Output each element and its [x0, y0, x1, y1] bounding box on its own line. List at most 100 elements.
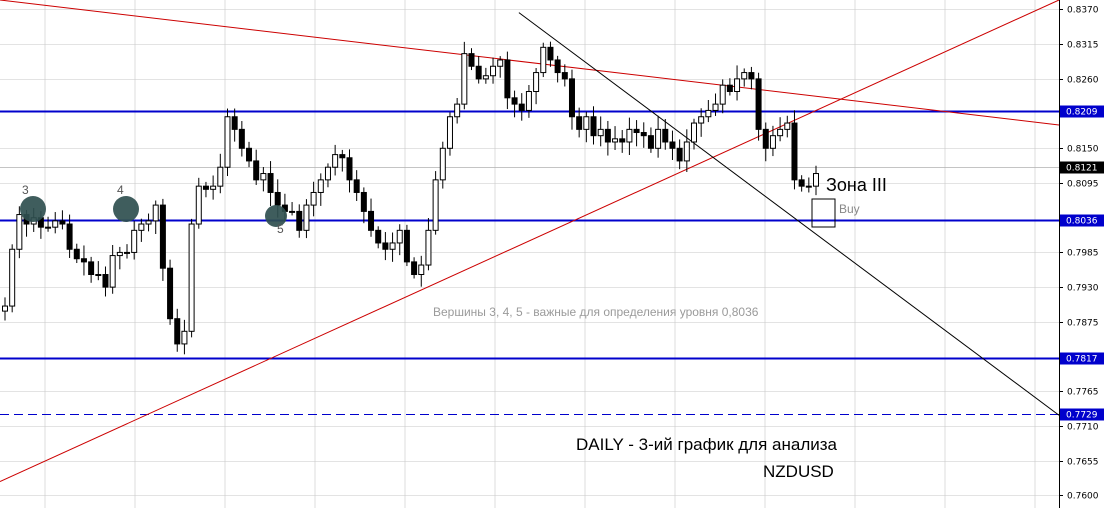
candle-body	[332, 154, 339, 168]
current-price-tag	[1060, 161, 1104, 174]
axis-tick-label: 0.8315	[1067, 41, 1099, 51]
candle-body	[59, 220, 66, 225]
peak-4-marker	[113, 196, 139, 222]
candle-body	[805, 185, 812, 188]
price-axis: 0.8370 0.8315 0.8260 0.8150 0.8095 0.7985 0.79…	[1059, 6, 1099, 502]
candle-body	[274, 191, 281, 206]
candle-body	[633, 128, 640, 134]
axis-tick-label: 0.7985	[1067, 249, 1099, 259]
candle-body	[231, 116, 238, 130]
candle-body	[475, 65, 482, 80]
candle-body	[210, 185, 217, 190]
candle-body	[425, 229, 432, 266]
current-price-text: 0.8121	[1066, 164, 1098, 174]
axis-tick-label: 0.7655	[1067, 458, 1099, 468]
candle-body	[95, 274, 102, 277]
candle-body	[568, 78, 575, 118]
candle-body	[324, 166, 331, 181]
candle-body	[525, 91, 532, 111]
candle-body	[698, 116, 705, 124]
candle-body	[159, 204, 166, 269]
candle-body	[2, 305, 8, 312]
candle-body	[403, 229, 410, 263]
levels-note: Вершины 3, 4, 5 - важные для определения…	[433, 305, 759, 319]
candle-body	[109, 255, 116, 288]
grid	[0, 0, 1059, 508]
candle-body	[640, 132, 647, 137]
candle-body	[533, 72, 540, 93]
candle-body	[597, 128, 604, 137]
candle-body	[88, 261, 95, 276]
candle-body	[45, 226, 52, 229]
candle-body	[167, 267, 174, 320]
candle-body	[152, 204, 159, 222]
candle-body	[784, 122, 791, 130]
level-tag-text: 0.7729	[1066, 411, 1098, 421]
candle-body	[138, 223, 145, 231]
candle-body	[547, 46, 554, 61]
price-axis-tags: 0.8209 0.8036 0.7817 0.7729 0.8121	[1060, 105, 1104, 421]
axis-tick-label: 0.7930	[1067, 284, 1099, 294]
candle-body	[131, 229, 138, 253]
candle-body	[102, 274, 109, 288]
candle-body	[73, 248, 80, 260]
candle-body	[267, 173, 274, 193]
candle-body	[389, 242, 396, 250]
axis-tick-label: 0.7875	[1067, 319, 1099, 329]
axis-tick-label: 0.8095	[1067, 180, 1099, 190]
candle-body	[16, 214, 23, 250]
trendline-descending-black	[518, 12, 1060, 416]
candle-body	[454, 103, 461, 118]
candle-body	[224, 116, 231, 168]
candle-body	[360, 191, 367, 212]
level-tag-0.7817	[1060, 352, 1104, 365]
candle-body	[777, 128, 784, 137]
peak-4-label: 4	[117, 183, 124, 197]
candle-body	[518, 103, 525, 111]
trendline-descending-red	[0, 0, 1060, 126]
candle-body	[719, 84, 726, 105]
candle-body	[482, 75, 489, 80]
candle-body	[676, 147, 683, 162]
candle-body	[755, 78, 762, 130]
candle-body	[238, 128, 245, 149]
candle-body	[576, 116, 583, 130]
candle-body	[382, 242, 389, 250]
candle-body	[583, 116, 590, 130]
candle-body	[80, 258, 87, 263]
axis-tick-label: 0.8150	[1067, 145, 1099, 155]
candle-body	[619, 138, 626, 143]
zone-label: Зона III	[826, 175, 887, 195]
candle-body	[246, 147, 253, 162]
candle-body	[762, 128, 769, 149]
candle-body	[468, 53, 475, 67]
trendline-ascending-red	[0, 0, 1060, 482]
candle-body	[497, 59, 504, 67]
peak-5-label: 5	[277, 222, 284, 236]
symbol-label: NZDUSD	[763, 462, 834, 481]
level-tag-0.8209	[1060, 105, 1104, 118]
level-tag-text: 0.7817	[1066, 355, 1098, 365]
candle-body	[813, 173, 819, 187]
candle-body	[791, 122, 798, 181]
candle-body	[446, 116, 453, 149]
candle-body	[769, 135, 776, 149]
candle-body	[540, 46, 547, 74]
level-tag-0.7729	[1060, 408, 1104, 421]
candle-body	[296, 210, 303, 231]
candle-body	[289, 210, 296, 213]
peak-5-marker	[265, 205, 287, 227]
candle-body	[439, 147, 446, 181]
candle-body	[116, 251, 123, 257]
candle-body	[303, 204, 310, 231]
level-tag-text: 0.8036	[1066, 217, 1098, 227]
candle-body	[310, 191, 317, 206]
candle-body	[669, 141, 676, 149]
candle-body	[346, 157, 353, 181]
candle-body	[411, 261, 418, 276]
candle-body	[353, 179, 360, 193]
candle-body	[612, 138, 619, 143]
candle-body	[504, 59, 511, 99]
